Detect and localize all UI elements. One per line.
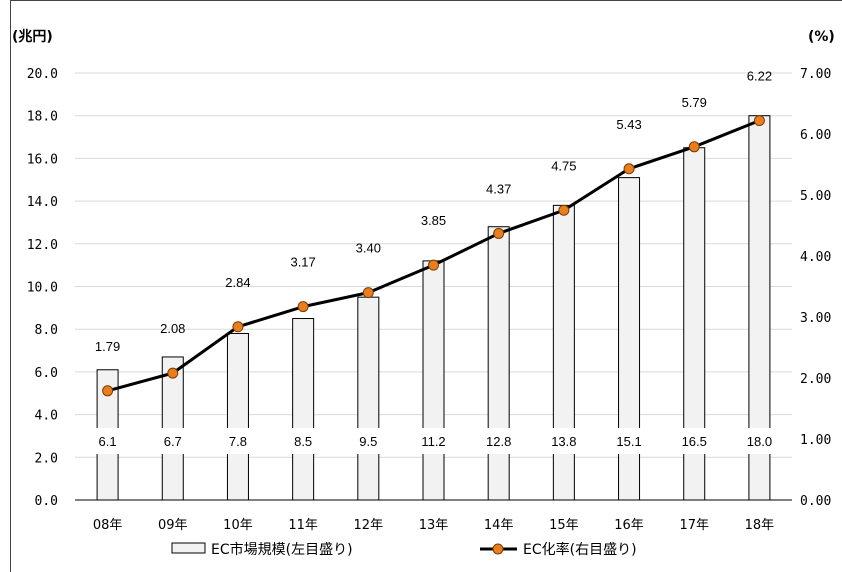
line-value-label: 2.08 xyxy=(160,321,185,336)
line-marker xyxy=(297,301,309,313)
left-axis-tick-label: 6.0 xyxy=(35,366,58,381)
bar-label-background xyxy=(156,428,189,454)
left-axis-tick-label: 16.0 xyxy=(27,152,58,167)
line-series xyxy=(102,115,765,397)
bar xyxy=(487,226,510,501)
legend-bar-swatch xyxy=(171,542,206,554)
line-value-label: 3.85 xyxy=(421,213,446,228)
x-category-label: 10年 xyxy=(223,518,253,533)
line-marker xyxy=(428,259,439,271)
line-value-label: 6.22 xyxy=(747,69,772,84)
bar-value-label: 18.0 xyxy=(747,434,772,449)
legend-line-label: EC化率(右目盛り) xyxy=(523,541,637,558)
bar-value-label: 8.5 xyxy=(294,434,312,449)
x-category-label: 17年 xyxy=(679,518,709,533)
right-axis-tick-label: 1.00 xyxy=(800,433,831,448)
right-axis-tick-label: 0.00 xyxy=(800,494,831,509)
bar-label-background xyxy=(675,428,714,454)
right-axis-tick-label: 6.00 xyxy=(800,128,831,143)
axes: 0.0 2.0 4.0 6.0 8.0 10.0 12.0 14.0 16.0 18.0 20.0 0… xyxy=(12,29,835,533)
line-value-label: 3.17 xyxy=(290,255,315,270)
line-marker xyxy=(558,204,570,216)
bar-label-background xyxy=(287,428,320,454)
bar-label-background xyxy=(610,428,649,454)
x-category-label: 18年 xyxy=(745,518,775,533)
data-labels: 6.1 6.7 7.8 8.5 9.5 11.2 12.8 13.8 15.1 16.5 18.0 1… xyxy=(91,69,779,454)
right-axis-tick-label: 7.00 xyxy=(800,67,831,82)
bar-label-background xyxy=(352,428,385,454)
left-axis-tick-label: 0.0 xyxy=(35,494,58,509)
left-axis-tick-label: 8.0 xyxy=(35,323,58,338)
bar-value-label: 13.8 xyxy=(551,434,576,449)
left-axis-tick-label: 4.0 xyxy=(35,409,58,424)
bar-value-label: 11.2 xyxy=(421,434,445,449)
line-value-label: 3.40 xyxy=(356,241,381,256)
right-axis-unit-label: (%) xyxy=(808,29,835,45)
line-value-label: 5.43 xyxy=(616,117,641,132)
right-axis-tick-label: 5.00 xyxy=(800,189,831,204)
left-axis-tick-label: 14.0 xyxy=(27,195,58,210)
legend: EC市場規模(左目盛り) EC化率(右目盛り) xyxy=(171,541,637,558)
bar-label-background xyxy=(544,428,583,454)
bar-label-background xyxy=(91,428,124,454)
right-axis-tick-label: 4.00 xyxy=(800,250,831,265)
line-marker xyxy=(102,385,114,397)
line-marker xyxy=(232,321,244,333)
legend-line-marker xyxy=(492,543,504,555)
x-category-label: 14年 xyxy=(484,518,514,533)
left-axis-tick-label: 20.0 xyxy=(27,67,58,82)
bar-label-background xyxy=(479,428,518,454)
bar xyxy=(226,332,249,501)
line-marker xyxy=(623,163,635,175)
line-marker xyxy=(753,115,765,127)
x-category-label: 13年 xyxy=(419,518,449,533)
bar-value-label: 16.5 xyxy=(682,434,707,449)
bar xyxy=(292,318,315,501)
x-category-label: 15年 xyxy=(549,518,579,533)
line-value-label: 1.79 xyxy=(95,339,120,354)
line-value-label: 2.84 xyxy=(225,275,250,290)
x-category-label: 12年 xyxy=(354,518,384,533)
x-category-label: 08年 xyxy=(93,518,123,533)
line-value-label: 5.79 xyxy=(682,95,707,110)
bar-value-label: 12.8 xyxy=(486,434,511,449)
x-category-label: 11年 xyxy=(288,518,318,533)
bar-value-label: 6.1 xyxy=(99,434,117,449)
line-marker xyxy=(493,227,505,239)
bar-label-background xyxy=(740,428,779,454)
line-marker xyxy=(167,367,179,379)
bar-label-background xyxy=(221,428,254,454)
bar xyxy=(422,260,445,501)
bar-value-label: 9.5 xyxy=(359,434,377,449)
bar-value-label: 15.1 xyxy=(616,434,641,449)
line-marker xyxy=(362,287,374,299)
bar-value-label: 6.7 xyxy=(164,434,182,449)
x-category-label: 16年 xyxy=(614,518,644,533)
left-axis-tick-label: 18.0 xyxy=(27,110,58,125)
left-axis-tick-label: 10.0 xyxy=(27,281,58,296)
right-axis-tick-label: 3.00 xyxy=(800,311,831,326)
left-axis-tick-label: 12.0 xyxy=(27,238,58,253)
line-value-label: 4.75 xyxy=(551,158,576,173)
bar xyxy=(552,204,575,501)
bar-label-background xyxy=(414,428,453,454)
right-axis-tick-label: 2.00 xyxy=(800,372,831,387)
bar-value-label: 7.8 xyxy=(229,434,247,449)
x-category-label: 09年 xyxy=(158,518,188,533)
line-marker xyxy=(688,141,700,153)
left-axis-tick-label: 2.0 xyxy=(35,451,58,466)
legend-bar-label: EC市場規模(左目盛り) xyxy=(211,541,353,558)
bar xyxy=(357,296,380,501)
line-value-label: 4.37 xyxy=(486,181,511,196)
left-axis-unit-label: (兆円) xyxy=(12,29,53,45)
